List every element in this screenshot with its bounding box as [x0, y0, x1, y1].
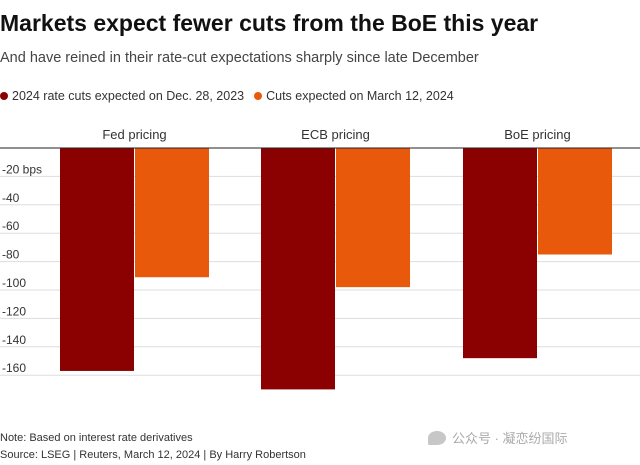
category-label: Fed pricing: [102, 127, 166, 142]
y-tick-label: -140: [2, 333, 26, 347]
legend-item-dec: 2024 rate cuts expected on Dec. 28, 2023: [0, 89, 244, 103]
legend-item-mar: Cuts expected on March 12, 2024: [254, 89, 454, 103]
legend-label-mar: Cuts expected on March 12, 2024: [266, 89, 454, 103]
legend-swatch-dec: [0, 92, 8, 100]
bar-dec: [60, 148, 134, 371]
y-tick-label: -40: [2, 191, 20, 205]
category-label: BoE pricing: [504, 127, 570, 142]
bar-dec: [463, 148, 537, 359]
y-tick-label: -20 bps: [2, 162, 42, 176]
watermark-text: 公众号 · 凝恋纷国际: [452, 431, 568, 446]
legend-label-dec: 2024 rate cuts expected on Dec. 28, 2023: [12, 89, 245, 103]
category-label: ECB pricing: [301, 127, 370, 142]
chart-subtitle: And have reined in their rate-cut expect…: [0, 50, 479, 66]
legend: 2024 rate cuts expected on Dec. 28, 2023…: [0, 89, 454, 103]
bar-dec: [261, 148, 335, 390]
y-tick-label: -60: [2, 219, 20, 233]
chart-note: Note: Based on interest rate derivatives: [0, 432, 193, 444]
chart-source: Source: LSEG | Reuters, March 12, 2024 |…: [0, 449, 306, 461]
bar-mar: [336, 148, 410, 288]
y-tick-label: -160: [2, 361, 26, 375]
bar-mar: [538, 148, 612, 255]
bar-chart: -20 bps -40 -60 -80 -100 -120 -140 -160 Fed pric…: [0, 127, 640, 390]
y-tick-label: -80: [2, 248, 20, 262]
bar-mar: [135, 148, 209, 278]
legend-swatch-mar: [254, 92, 263, 100]
chart-title: Markets expect fewer cuts from the BoE t…: [0, 10, 539, 36]
chat-bubble-icon: [428, 430, 446, 445]
y-tick-label: -120: [2, 304, 26, 318]
watermark: 公众号 · 凝恋纷国际: [428, 428, 568, 447]
y-tick-label: -100: [2, 276, 26, 290]
